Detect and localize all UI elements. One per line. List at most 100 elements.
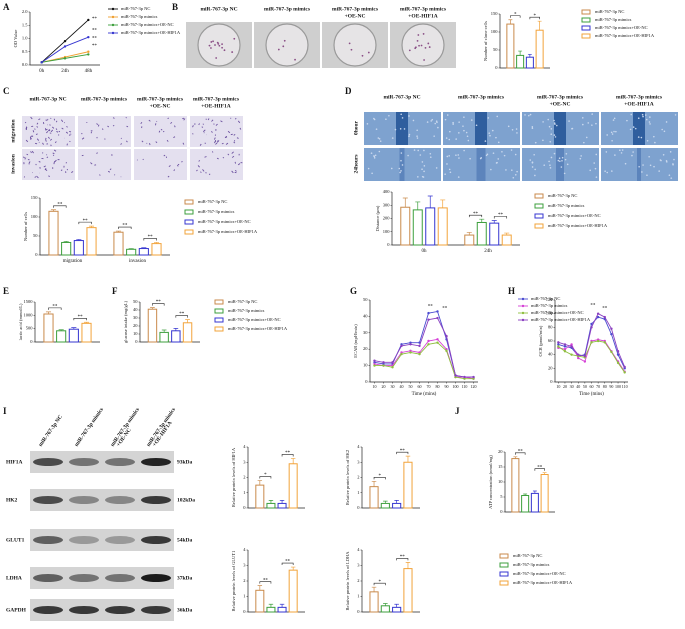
cell: [170, 121, 173, 124]
significance-label: *: [534, 14, 537, 19]
cell: [192, 133, 194, 135]
blot-column-label: miR-767-3p mimics: [146, 407, 177, 448]
protein-label: LDHA: [6, 575, 22, 581]
blot-band: [141, 496, 171, 504]
x-tick-label: 80: [436, 384, 440, 389]
y-tick-label: 1: [357, 490, 359, 495]
cell: [629, 128, 632, 131]
cell: [81, 132, 83, 135]
wound-gap: [637, 148, 641, 181]
cell: [542, 121, 544, 123]
cell: [613, 130, 615, 133]
cell: [31, 135, 34, 138]
legend-swatch: [581, 25, 591, 31]
colony: [233, 37, 236, 40]
colony: [282, 45, 285, 48]
legend-label: miR-767-3p NC: [548, 193, 577, 198]
cell: [668, 174, 671, 177]
legend-swatch: [499, 553, 509, 559]
error-bar: [427, 195, 433, 208]
x-axis-label: Time (mins): [412, 392, 437, 397]
legend-swatch: [214, 308, 224, 314]
legend-label: miR-767-3p mimics+OE-HIF1A: [198, 229, 258, 234]
cell: [626, 119, 628, 122]
y-tick-label: 0: [365, 379, 368, 384]
y-tick-label: 0: [243, 505, 246, 510]
panel-letter: G: [350, 286, 357, 296]
y-tick-label: 120: [546, 297, 554, 302]
bar: [535, 29, 544, 69]
legend-marker: [521, 318, 525, 322]
y-tick-label: 100: [31, 214, 39, 219]
legend-label: miR-767-3p mimics+OE-NC: [121, 22, 174, 27]
cell: [25, 139, 29, 143]
blot-band: [141, 606, 171, 614]
y-tick-label: 0: [550, 379, 553, 384]
image-row-label: 0hour: [353, 120, 359, 135]
cell: [630, 113, 633, 116]
colony: [277, 48, 280, 51]
significance-label: **: [518, 449, 524, 454]
y-tick-label: 3: [357, 563, 360, 568]
error-bar: [268, 603, 274, 608]
significance-label: **: [179, 312, 185, 317]
cell: [379, 140, 382, 142]
significance-label: *: [264, 473, 267, 478]
cell: [528, 114, 530, 117]
cell: [234, 161, 237, 164]
significance-label: **: [92, 29, 98, 34]
cell: [69, 140, 71, 143]
cell: [388, 114, 390, 117]
cell: [637, 117, 640, 120]
point: [570, 345, 573, 348]
cell: [549, 140, 552, 143]
y-tick-label: 150: [491, 11, 499, 16]
cell: [25, 127, 27, 130]
error-bar: [466, 232, 472, 236]
legend-label: miR-767-3p mimics+OE-HIF1A: [513, 580, 573, 585]
size-label: 37kDa: [177, 575, 193, 581]
cell: [484, 140, 487, 142]
error-bar: [508, 19, 513, 25]
cell: [511, 169, 513, 171]
cell: [25, 126, 28, 128]
cell: [107, 170, 111, 173]
cell: [70, 133, 72, 135]
significance-bracket: [48, 307, 62, 310]
cell: [421, 161, 424, 163]
point: [391, 361, 394, 364]
x-tick-label: 110: [622, 384, 628, 389]
point: [616, 353, 620, 356]
cell: [549, 167, 552, 169]
point: [427, 318, 430, 321]
cell: [620, 152, 623, 154]
bar: [255, 589, 265, 613]
bar: [81, 322, 92, 343]
legend-label: miR-767-3p mimics+OE-HIF1A: [548, 223, 608, 228]
x-tick-label: 60: [590, 384, 594, 389]
x-tick-label: 24h: [484, 249, 492, 254]
cell: [200, 171, 202, 173]
legend-label: miR-767-3p mimics+OE-NC: [198, 219, 251, 224]
cell: [34, 142, 38, 145]
bar: [48, 210, 59, 256]
error-bar: [141, 247, 147, 249]
cell: [553, 119, 555, 122]
point: [427, 339, 430, 343]
cell: [417, 176, 419, 178]
bar: [255, 484, 265, 509]
cell: [531, 127, 534, 130]
significance-label: **: [78, 315, 84, 320]
point: [583, 360, 587, 363]
cell: [97, 124, 100, 127]
significance-bracket: [468, 214, 483, 218]
cell: [444, 173, 446, 175]
significance-bracket: [73, 317, 87, 321]
cell: [237, 163, 241, 166]
significance-label: **: [498, 213, 504, 218]
image-column-label: miR-767-3p mimics: [458, 94, 504, 100]
image-column-label: miR-767-3p NC: [383, 94, 420, 100]
cell: [469, 157, 471, 160]
cell: [233, 141, 236, 144]
x-tick-label: 70: [596, 384, 600, 389]
